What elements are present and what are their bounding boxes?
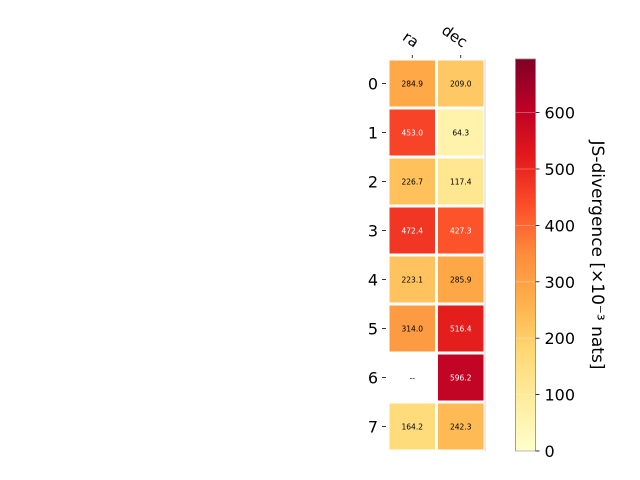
heatmap-cell (437, 304, 485, 353)
heatmap-cell (437, 108, 485, 157)
cell-value-label: 284.9 (402, 80, 424, 89)
cell-value-label: 223.1 (402, 276, 424, 285)
colorbar-gradient (515, 58, 536, 452)
row-tick-label: 2 (368, 173, 378, 192)
cell-value-label: 226.7 (402, 178, 424, 187)
row-tick-label: 1 (368, 124, 378, 143)
colorbar-tick-label: 300 (545, 273, 576, 292)
row-tick-label: 5 (368, 320, 378, 339)
colorbar-tick-label: 500 (545, 160, 576, 179)
heatmap-cell (388, 157, 436, 206)
row-tick-label: 6 (368, 369, 378, 388)
heatmap-cell (388, 255, 436, 304)
heatmap-plot-area: 284.9 209.0 453.0 64.3 226.7 117.4 472.4 427.3 2… (368, 21, 486, 451)
row-tick-label: 4 (368, 271, 378, 290)
heatmap-cell (437, 206, 485, 255)
colorbar-label: JS-divergence [×10⁻³ nats] (587, 140, 607, 370)
heatmap-cell (437, 255, 485, 304)
row-tick-label: 3 (368, 222, 378, 241)
colorbar-tick-label: 400 (545, 216, 576, 235)
heatmap-cell (388, 59, 436, 108)
cell-value-label: 209.0 (450, 80, 472, 89)
column-tick-label: ra (399, 28, 422, 52)
row-tick-label: 0 (368, 75, 378, 94)
cell-value-label: 64.3 (452, 129, 469, 138)
heatmap-cell (388, 206, 436, 255)
heatmap-cell (437, 157, 485, 206)
heatmap-cell (437, 59, 485, 108)
colorbar-tick-label: 0 (545, 442, 555, 461)
cell-value-label: 596.2 (450, 374, 472, 383)
heatmap-cell (388, 304, 436, 353)
colorbar: 0 100 200 300 400 500 600 JS-divergence [×10⁻³ … (515, 58, 607, 461)
cell-value-label: 472.4 (402, 227, 424, 236)
heatmap-cell (388, 108, 436, 157)
heatmap-cell (388, 402, 436, 451)
cell-value-label: 314.0 (402, 325, 424, 334)
cell-value-label: 285.9 (450, 276, 472, 285)
cell-value-label: 242.3 (450, 423, 472, 432)
colorbar-tick-label: 100 (545, 386, 576, 405)
column-tick-label: dec (438, 21, 470, 51)
cell-value-label: 516.4 (450, 325, 472, 334)
colorbar-tick-label: 600 (545, 104, 576, 123)
heatmap-cell (437, 353, 485, 402)
row-tick-label: 7 (368, 418, 378, 437)
cell-value-label: 453.0 (402, 129, 424, 138)
cell-value-label: -- (410, 374, 416, 383)
cell-value-label: 427.3 (450, 227, 472, 236)
cell-value-label: 117.4 (450, 178, 472, 187)
colorbar-tick-label: 200 (545, 329, 576, 348)
cell-value-label: 164.2 (402, 423, 424, 432)
heatmap-cell (437, 402, 485, 451)
